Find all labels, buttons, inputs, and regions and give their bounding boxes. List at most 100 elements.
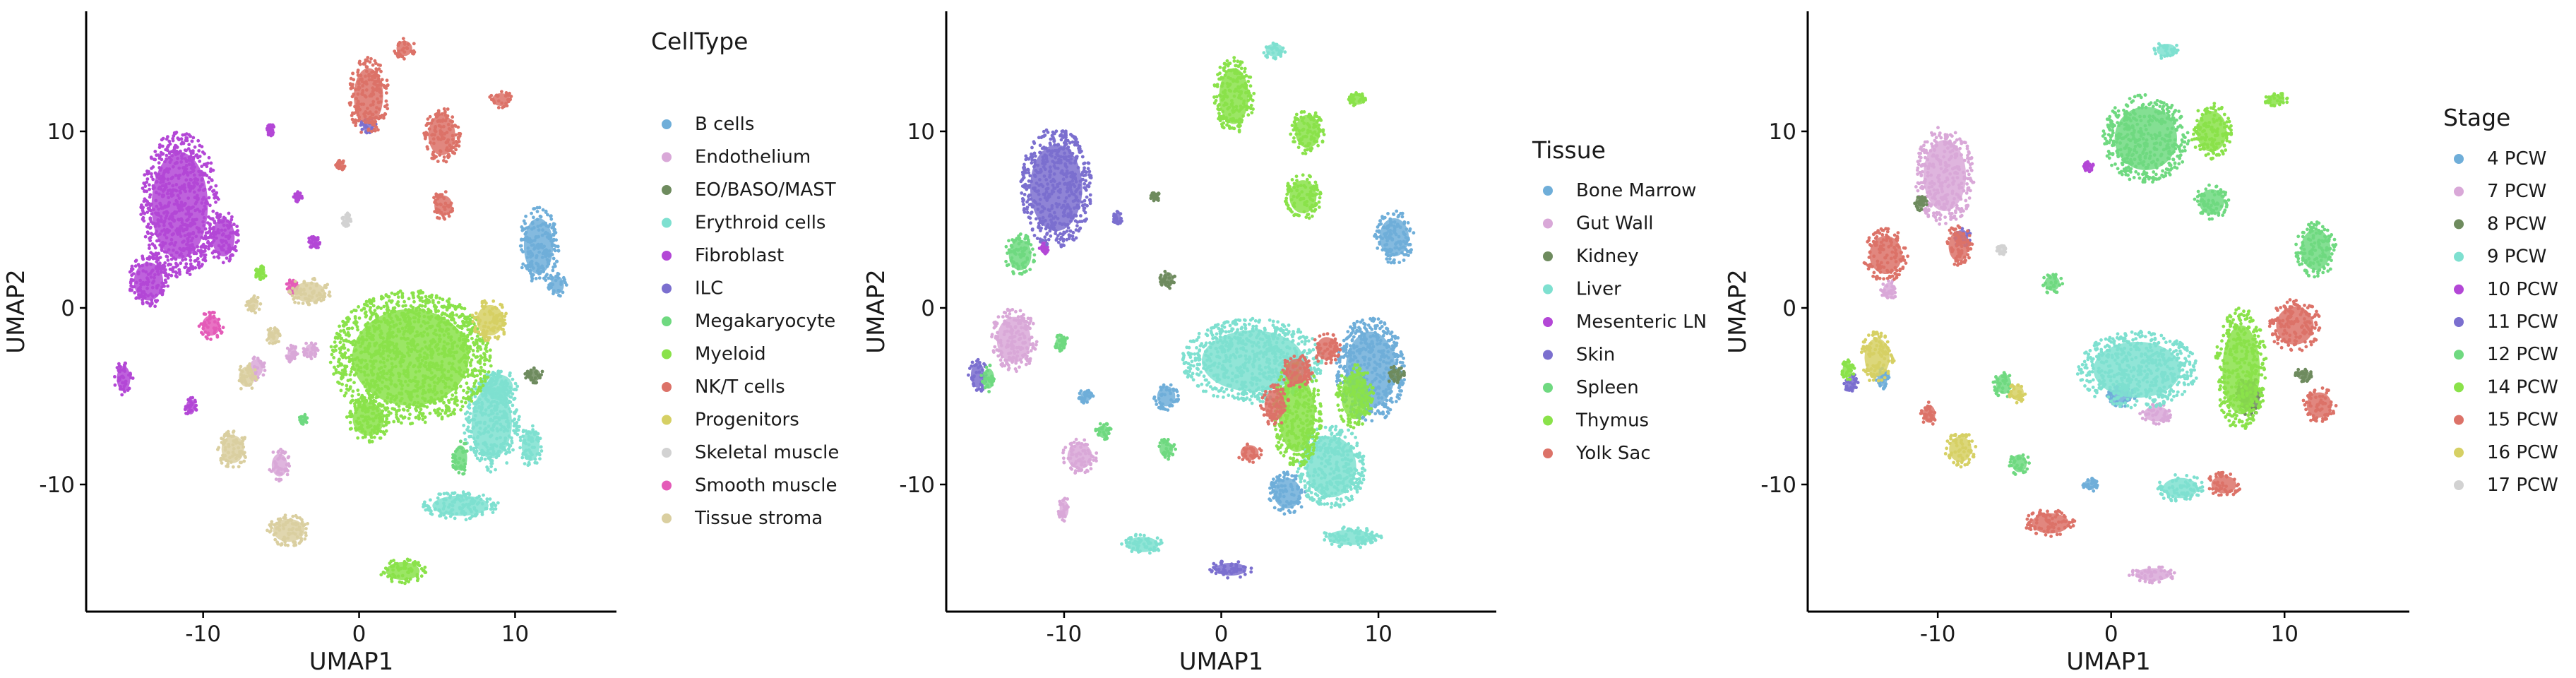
data-point xyxy=(307,239,311,244)
data-point xyxy=(426,333,430,337)
data-point xyxy=(456,304,460,309)
data-point xyxy=(217,220,221,224)
data-point xyxy=(451,133,455,138)
data-point xyxy=(461,374,465,378)
data-point xyxy=(345,327,350,331)
data-point xyxy=(408,412,412,417)
data-point xyxy=(356,73,360,77)
data-point xyxy=(275,540,279,545)
data-point xyxy=(376,97,379,101)
data-point xyxy=(529,271,532,275)
data-point xyxy=(417,564,422,568)
data-point xyxy=(252,295,256,299)
data-point xyxy=(476,346,479,350)
data-point xyxy=(402,47,406,50)
data-point xyxy=(463,511,467,516)
data-point xyxy=(203,204,207,208)
data-point xyxy=(397,379,401,382)
data-point xyxy=(466,333,470,338)
data-point xyxy=(239,376,243,381)
data-point xyxy=(422,330,427,334)
data-point xyxy=(529,437,533,441)
data-point xyxy=(391,407,395,411)
data-point xyxy=(494,456,499,460)
data-point xyxy=(531,428,535,432)
data-point xyxy=(179,261,183,266)
data-point xyxy=(369,116,373,120)
data-point xyxy=(267,335,271,340)
data-point xyxy=(464,338,467,342)
data-point xyxy=(406,570,410,574)
data-point xyxy=(349,219,353,223)
data-point xyxy=(387,333,391,338)
data-point xyxy=(193,177,197,182)
data-point xyxy=(137,293,141,297)
data-point xyxy=(447,127,451,131)
data-point xyxy=(326,282,330,287)
data-point xyxy=(196,208,200,211)
data-point xyxy=(404,379,407,383)
data-point xyxy=(423,504,427,508)
data-point xyxy=(194,408,198,412)
data-point xyxy=(227,211,231,215)
data-point xyxy=(541,208,545,212)
data-point xyxy=(201,208,205,212)
data-point xyxy=(174,143,177,148)
data-point xyxy=(393,345,397,350)
data-point xyxy=(192,173,196,177)
data-point xyxy=(518,446,522,450)
data-point xyxy=(406,351,410,355)
data-point xyxy=(550,244,554,248)
data-point xyxy=(396,295,400,299)
data-point xyxy=(180,152,184,156)
data-point xyxy=(129,287,132,292)
data-point xyxy=(188,244,192,248)
data-point xyxy=(439,129,443,133)
data-point xyxy=(472,417,477,422)
data-point xyxy=(502,331,506,334)
data-point xyxy=(254,371,258,376)
data-point xyxy=(378,371,383,374)
data-point xyxy=(225,256,229,260)
data-point xyxy=(424,345,428,349)
data-point xyxy=(189,178,193,182)
data-point xyxy=(392,420,396,424)
data-point xyxy=(364,314,369,318)
data-point xyxy=(172,256,176,260)
data-point xyxy=(482,307,486,311)
data-point xyxy=(328,360,333,364)
data-point xyxy=(278,477,281,482)
data-point xyxy=(379,307,383,310)
data-point xyxy=(428,368,432,371)
data-point xyxy=(360,80,364,83)
data-point xyxy=(380,387,383,391)
data-point xyxy=(346,331,350,335)
data-point xyxy=(470,369,475,372)
data-point xyxy=(417,365,420,369)
data-point xyxy=(532,266,535,270)
data-point xyxy=(304,341,308,345)
data-point xyxy=(499,400,503,405)
data-point xyxy=(212,189,216,193)
data-point xyxy=(296,522,299,526)
data-point xyxy=(161,206,165,210)
data-point xyxy=(138,278,143,282)
data-point xyxy=(497,417,501,422)
data-point xyxy=(273,327,276,331)
data-point xyxy=(383,364,387,369)
data-point xyxy=(436,496,440,500)
data-point xyxy=(196,196,200,200)
data-point xyxy=(275,471,279,475)
data-point xyxy=(373,329,376,333)
data-point xyxy=(148,183,151,187)
data-point xyxy=(396,318,400,321)
data-point xyxy=(461,498,465,502)
data-point xyxy=(360,91,364,95)
data-point xyxy=(214,232,217,236)
data-point xyxy=(187,162,191,167)
data-point xyxy=(366,129,371,132)
data-point xyxy=(429,314,434,319)
data-point xyxy=(412,320,417,323)
data-point xyxy=(438,296,442,300)
data-point xyxy=(416,313,420,317)
